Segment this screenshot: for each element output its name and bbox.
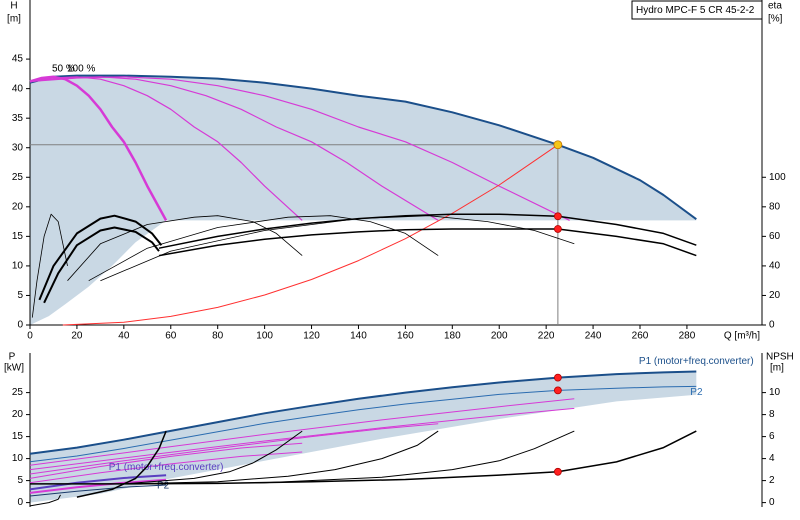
curve	[123, 430, 575, 485]
x-tick-label: 100	[256, 331, 273, 342]
y-tick-label: 25	[12, 172, 24, 183]
y2-tick-label: 60	[769, 231, 781, 242]
operating-point	[553, 373, 562, 382]
y-tick-label: 20	[12, 409, 24, 420]
curve	[123, 430, 439, 485]
operating-point	[553, 467, 562, 476]
x-tick-label: 160	[397, 331, 414, 342]
y-tick-label: 10	[12, 261, 24, 272]
x-tick-label: 260	[632, 331, 649, 342]
y2-axis-unit: [%]	[768, 14, 783, 25]
curve	[29, 76, 303, 221]
y2-tick-label: 40	[769, 261, 781, 272]
curve	[29, 494, 61, 507]
y-tick-label: 15	[12, 231, 24, 242]
operating-point	[553, 212, 562, 221]
y2-tick-label: 100	[769, 172, 786, 183]
y-axis-unit: [kW]	[4, 363, 24, 374]
y-axis-title: P	[9, 352, 16, 363]
y-tick-label: 25	[12, 387, 24, 398]
y2-tick-label: 0	[769, 497, 775, 508]
y2-axis-title: eta	[768, 1, 782, 12]
x-tick-label: 240	[585, 331, 602, 342]
x-tick-label: 80	[212, 331, 224, 342]
x-tick-label: 180	[444, 331, 461, 342]
curve	[31, 213, 68, 318]
y2-tick-label: 80	[769, 201, 781, 212]
curve	[43, 226, 160, 304]
x-tick-label: 280	[679, 331, 696, 342]
x-tick-label: 220	[538, 331, 555, 342]
y2-tick-label: 6	[769, 431, 775, 442]
curve	[29, 407, 575, 471]
y-axis-unit: [m]	[7, 14, 21, 25]
operating-point	[553, 140, 563, 150]
y2-tick-label: 2	[769, 475, 775, 486]
y2-axis-title: NPSH	[766, 352, 794, 363]
y-tick-label: 30	[12, 142, 24, 153]
curve	[38, 214, 163, 301]
x-tick-label: 60	[165, 331, 177, 342]
curve	[29, 484, 167, 497]
operating-point	[553, 225, 562, 233]
series-label: P2	[690, 387, 703, 398]
title-box	[631, 0, 763, 20]
curve	[29, 76, 570, 221]
curve	[29, 478, 167, 494]
y2-tick-label: 0	[769, 320, 775, 331]
x-tick-label: 40	[118, 331, 130, 342]
y-tick-label: 10	[12, 453, 24, 464]
y-tick-label: 0	[17, 497, 23, 508]
x-tick-label: 0	[27, 331, 33, 342]
curve	[29, 451, 303, 484]
curve	[158, 213, 697, 249]
annotation: 100 %	[67, 64, 95, 75]
curve	[88, 215, 439, 282]
y2-tick-label: 20	[769, 290, 781, 301]
series-label: P1 (motor+freq.converter)	[639, 356, 754, 367]
chart-title: Hydro MPC-F 5 CR 45-2-2	[636, 5, 755, 16]
y-tick-label: 15	[12, 431, 24, 442]
y2-tick-label: 4	[769, 453, 775, 464]
y-tick-label: 0	[17, 320, 23, 331]
operating-point	[553, 386, 562, 395]
x-tick-label: 200	[491, 331, 508, 342]
y-tick-label: 40	[12, 83, 24, 94]
envelope-area	[30, 75, 697, 325]
curve	[76, 430, 167, 498]
x-tick-label: 120	[303, 331, 320, 342]
y-tick-label: 45	[12, 54, 24, 65]
curve	[29, 74, 697, 221]
series-label: P2	[157, 481, 170, 492]
y2-tick-label: 8	[769, 409, 775, 420]
annotation: 50 %	[52, 64, 75, 75]
curve	[29, 385, 697, 463]
curve	[62, 144, 559, 326]
curve	[67, 215, 303, 281]
y2-axis-unit: [m]	[770, 363, 784, 374]
curve	[158, 228, 697, 257]
y-tick-label: 5	[17, 290, 23, 301]
curve	[29, 370, 697, 455]
x-axis-title: Q [m³/h]	[724, 331, 760, 342]
curve	[29, 75, 168, 222]
curve	[29, 398, 575, 466]
curve	[29, 442, 303, 479]
curve	[29, 474, 167, 491]
x-tick-label: 20	[71, 331, 83, 342]
envelope-area	[30, 371, 697, 503]
y-tick-label: 20	[12, 201, 24, 212]
x-tick-label: 140	[350, 331, 367, 342]
curve	[29, 423, 439, 475]
y-axis-title: H	[10, 1, 17, 12]
y-tick-label: 5	[17, 475, 23, 486]
y-tick-label: 35	[12, 113, 24, 124]
series-label: P1 (motor+freq.converter)	[109, 462, 224, 473]
y2-tick-label: 10	[769, 387, 781, 398]
curve	[123, 430, 303, 485]
